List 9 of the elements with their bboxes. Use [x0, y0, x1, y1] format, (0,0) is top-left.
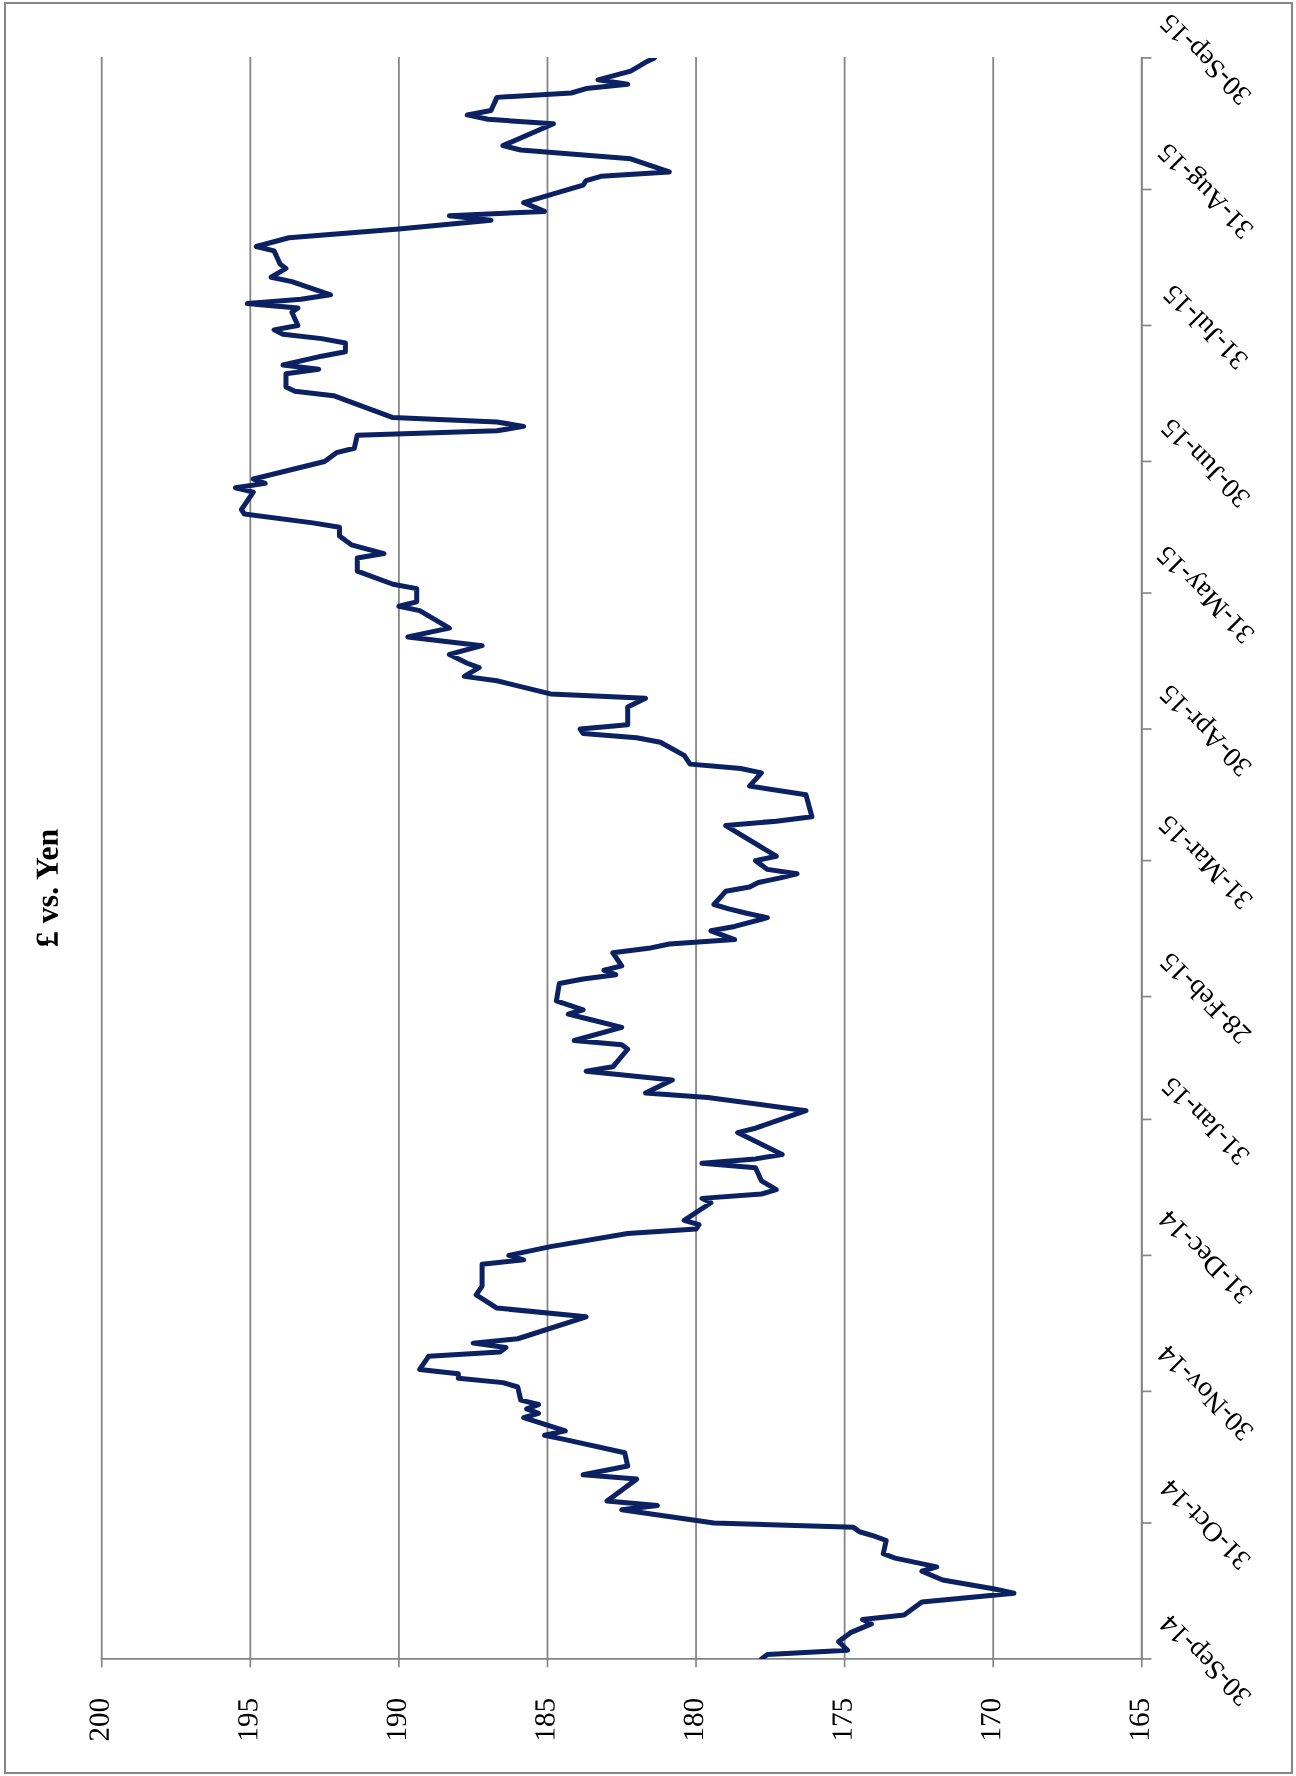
x-tick-label: 165 [1129, 1698, 1150, 1740]
x-tick-label: 170 [980, 1698, 1001, 1740]
x-tick-label: 190 [386, 1698, 407, 1740]
text: £ vs. Yen [36, 829, 59, 947]
x-tick-label: 195 [238, 1698, 258, 1740]
x-tick-label: 180 [683, 1698, 704, 1740]
x-tick-label: 200 [89, 1698, 110, 1741]
x-tick-label: 185 [535, 1698, 555, 1740]
x-tick-label: 175 [832, 1698, 852, 1740]
